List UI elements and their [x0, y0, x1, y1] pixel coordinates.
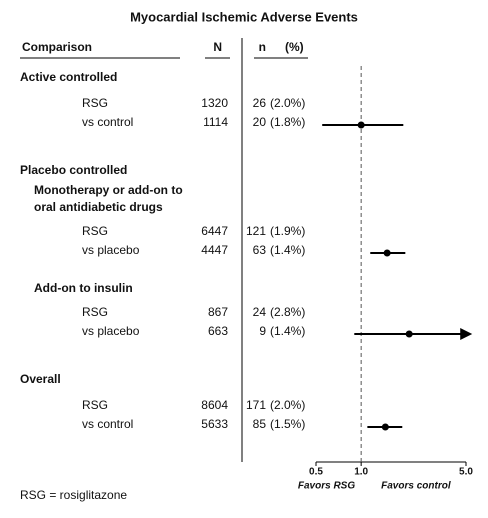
point-estimate — [381, 423, 389, 431]
row-pct: (2.0%) — [270, 96, 305, 110]
row-label: vs control — [82, 115, 133, 129]
row-pct: (1.4%) — [270, 324, 305, 338]
row-n: 171 — [246, 398, 266, 412]
row-label: vs control — [82, 417, 133, 431]
group-heading: Placebo controlled — [20, 163, 127, 177]
subheading: oral antidiabetic drugs — [34, 200, 163, 214]
row-N: 1320 — [201, 96, 228, 110]
row-label: RSG — [82, 224, 108, 238]
row-n: 20 — [253, 115, 267, 129]
subheading: Monotherapy or add-on to — [34, 183, 183, 197]
point-estimate — [383, 249, 391, 257]
row-label: vs placebo — [82, 324, 140, 338]
column-header: (%) — [285, 40, 304, 54]
point-estimate — [357, 121, 365, 129]
subheading: Add-on to insulin — [34, 281, 133, 295]
ci-arrow — [460, 328, 473, 340]
row-N: 6447 — [201, 224, 228, 238]
row-pct: (1.5%) — [270, 417, 305, 431]
row-pct: (1.9%) — [270, 224, 305, 238]
row-N: 8604 — [201, 398, 228, 412]
row-label: RSG — [82, 398, 108, 412]
row-n: 85 — [253, 417, 267, 431]
row-label: RSG — [82, 305, 108, 319]
row-pct: (1.4%) — [270, 243, 305, 257]
row-pct: (2.0%) — [270, 398, 305, 412]
favors-label: Favors control — [381, 481, 451, 492]
group-heading: Active controlled — [20, 70, 117, 84]
footnote: RSG = rosiglitazone — [20, 488, 127, 502]
row-n: 24 — [253, 305, 267, 319]
row-n: 9 — [259, 324, 266, 338]
row-N: 867 — [208, 305, 228, 319]
row-N: 663 — [208, 324, 228, 338]
row-N: 4447 — [201, 243, 228, 257]
row-pct: (2.8%) — [270, 305, 305, 319]
row-n: 63 — [253, 243, 267, 257]
row-n: 26 — [253, 96, 267, 110]
x-tick-label: 5.0 — [459, 467, 473, 478]
row-label: RSG — [82, 96, 108, 110]
row-pct: (1.8%) — [270, 115, 305, 129]
column-header: N — [213, 40, 222, 54]
x-tick-label: 1.0 — [354, 467, 368, 478]
chart-title: Myocardial Ischemic Adverse Events — [130, 9, 358, 24]
row-n: 121 — [246, 224, 266, 238]
row-N: 1114 — [203, 115, 228, 129]
group-heading: Overall — [20, 372, 61, 386]
column-header: Comparison — [22, 40, 92, 54]
row-label: vs placebo — [82, 243, 140, 257]
column-header: n — [259, 40, 266, 54]
favors-label: Favors RSG — [298, 481, 355, 492]
x-tick-label: 0.5 — [309, 467, 323, 478]
row-N: 5633 — [201, 417, 228, 431]
point-estimate — [405, 330, 413, 338]
